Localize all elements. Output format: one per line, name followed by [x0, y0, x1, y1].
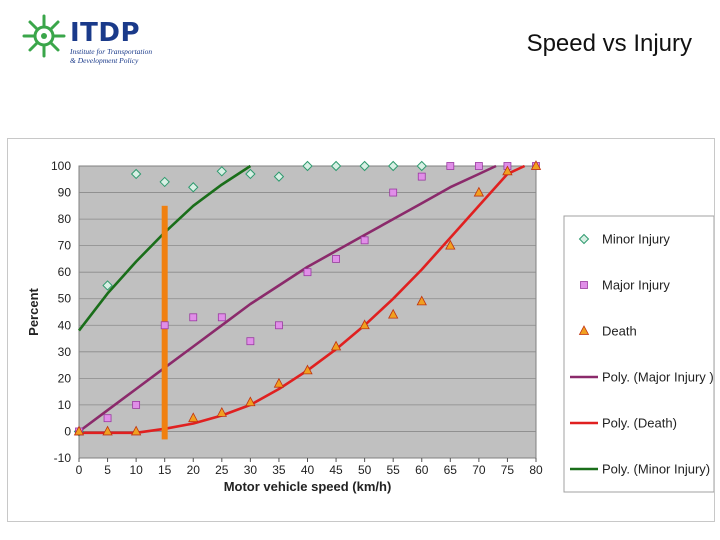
data-point-triangle: [245, 396, 256, 407]
x-tick-label: 30: [244, 463, 258, 477]
logo-subtitle-line-2: & Development Policy: [70, 56, 139, 65]
data-point-square: [275, 321, 283, 330]
data-point-square: [332, 255, 340, 263]
y-tick-label: 30: [58, 345, 72, 359]
slide-title: Speed vs Injury: [526, 30, 692, 57]
data-point-diamond: [359, 160, 370, 172]
data-point-triangle: [330, 340, 342, 351]
data-point-diamond: [159, 176, 170, 188]
x-tick-label: 55: [387, 463, 401, 477]
data-point-square: [246, 337, 255, 346]
data-point-diamond: [216, 166, 228, 177]
data-point-diamond: [330, 160, 342, 172]
x-tick-label: 50: [358, 463, 372, 477]
data-point-diamond: [245, 168, 256, 180]
data-point-diamond: [130, 168, 142, 180]
data-point-diamond: [188, 182, 199, 193]
y-tick-label: 20: [58, 371, 72, 385]
y-tick-label: 40: [58, 318, 72, 332]
data-point-square: [446, 162, 455, 170]
green-starburst-icon: [22, 14, 66, 58]
logo-text: ITDP: [70, 18, 141, 48]
data-point-triangle: [73, 425, 85, 436]
data-point-triangle: [530, 160, 542, 170]
legend-marker-diamond: [578, 233, 590, 245]
x-tick-label: 5: [104, 463, 111, 477]
chart-frame: -10 0 10 20 30 40 50 60 70 80 90 100 0 5 10 15 20 25 30 35 4…: [7, 138, 715, 522]
logo-subtitle: Institute for Transportation & Developme…: [70, 47, 180, 65]
data-point-triangle: [302, 364, 313, 375]
data-point-square: [103, 414, 112, 423]
speed-injury-chart: -10 0 10 20 30 40 50 60 70 80 90 100 0 5 10 15 20 25 30 35 4…: [26, 159, 714, 494]
data-point-triangle: [188, 412, 199, 423]
data-point-square: [360, 236, 369, 245]
y-tick-label: 80: [58, 212, 72, 226]
legend-label: Poly. (Death): [602, 416, 677, 431]
data-point-triangle: [130, 425, 142, 436]
data-point-square: [189, 313, 198, 322]
data-point-diamond: [273, 171, 285, 182]
x-tick-label: 15: [158, 463, 172, 477]
x-tick-label: 70: [472, 463, 486, 477]
y-tick-label: 70: [58, 239, 72, 253]
data-point-square: [303, 268, 312, 277]
y-tick-label: 100: [51, 159, 71, 173]
y-tick-label: 90: [58, 186, 72, 200]
data-point-square: [474, 162, 483, 170]
x-tick-label: 75: [501, 463, 515, 477]
plot-area: [78, 165, 537, 459]
x-tick-label: 10: [129, 463, 143, 477]
x-tick-label: 60: [415, 463, 429, 477]
y-axis-label: Percent: [26, 287, 41, 335]
legend-label: Death: [602, 324, 637, 339]
trendline-1: [78, 164, 497, 433]
x-tick-label: 20: [187, 463, 201, 477]
legend-marker-square: [580, 281, 588, 289]
legend-label: Poly. (Minor Injury): [602, 462, 710, 477]
data-point-triangle: [359, 319, 370, 330]
data-point-triangle: [216, 407, 227, 417]
legend-label: Minor Injury: [602, 232, 670, 247]
data-point-square: [417, 172, 426, 181]
y-tick-label: 10: [58, 398, 72, 412]
data-point-square: [389, 188, 398, 197]
data-point-diamond: [416, 160, 427, 172]
data-point-triangle: [416, 295, 427, 306]
data-point-square: [217, 313, 226, 322]
y-tick-label: 60: [58, 265, 72, 279]
x-tick-label: 25: [215, 463, 229, 477]
x-tick-label: 35: [272, 463, 286, 477]
data-point-triangle: [502, 165, 513, 176]
legend-label: Poly. (Major Injury ): [602, 370, 714, 385]
data-point-triangle: [273, 377, 285, 388]
legend-marker-triangle: [578, 325, 590, 335]
y-tick-label: 50: [58, 292, 72, 306]
logo-subtitle-line-1: Institute for Transportation: [70, 47, 153, 56]
data-point-triangle: [102, 425, 113, 436]
legend-label: Major Injury: [602, 278, 670, 293]
x-tick-label: 80: [529, 463, 543, 477]
data-point-diamond: [387, 160, 399, 172]
data-point-diamond: [302, 160, 313, 172]
y-tick-label: -10: [54, 451, 72, 465]
y-tick-label: 0: [64, 424, 71, 438]
data-point-square: [160, 321, 169, 330]
x-tick-label: 40: [301, 463, 315, 477]
data-point-triangle: [445, 239, 456, 250]
x-tick-label: 45: [329, 463, 343, 477]
x-tick-label: 65: [444, 463, 458, 477]
data-point-square: [132, 401, 141, 409]
x-tick-label: 0: [76, 463, 83, 477]
legend-box: [563, 215, 714, 493]
data-point-triangle: [388, 308, 399, 319]
x-axis-label: Motor vehicle speed (km/h): [224, 479, 392, 494]
data-point-triangle: [473, 186, 485, 197]
itdp-logo: ITDP Institute for Transportation & Deve…: [22, 14, 172, 68]
data-point-diamond: [102, 280, 113, 291]
